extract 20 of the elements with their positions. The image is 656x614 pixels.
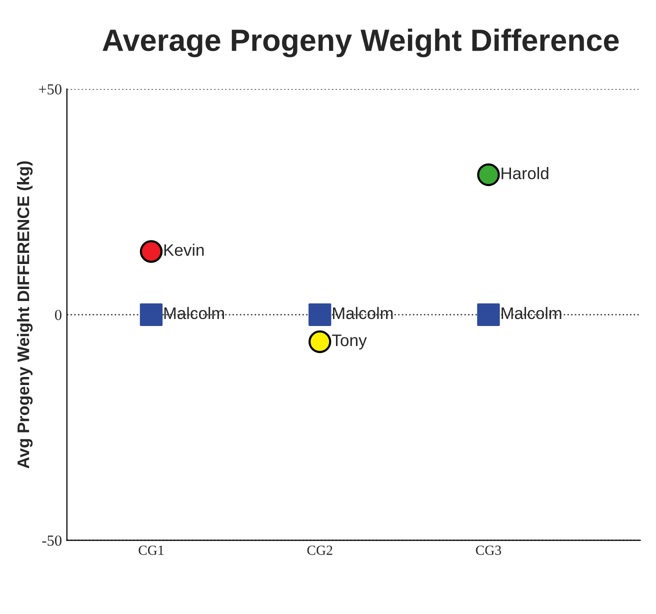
point [140, 240, 163, 263]
series-label: Kevin [164, 244, 204, 256]
text: Malcolm [502, 306, 562, 320]
point [477, 163, 500, 186]
series-label: Malcolm [333, 306, 393, 320]
x-tick-label: CG1 [138, 546, 164, 555]
series-label: Harold [502, 167, 548, 180]
point [477, 303, 500, 326]
y-axis-title: Avg Progeny Weight DIFFERENCE (kg) [16, 161, 33, 468]
x-tick-label: CG3 [476, 546, 502, 555]
point [308, 303, 332, 326]
y-tick-label: -50 [42, 535, 62, 546]
text: Malcolm [164, 306, 224, 320]
point [140, 303, 163, 326]
x-tick-label: CG2 [307, 546, 332, 555]
point [308, 330, 332, 354]
chart-title: Average Progeny Weight Difference [102, 28, 619, 58]
y-tick-label: +50 [38, 84, 62, 94]
y-tick-label: 0 [54, 310, 62, 320]
series-label: Tony [332, 334, 367, 350]
